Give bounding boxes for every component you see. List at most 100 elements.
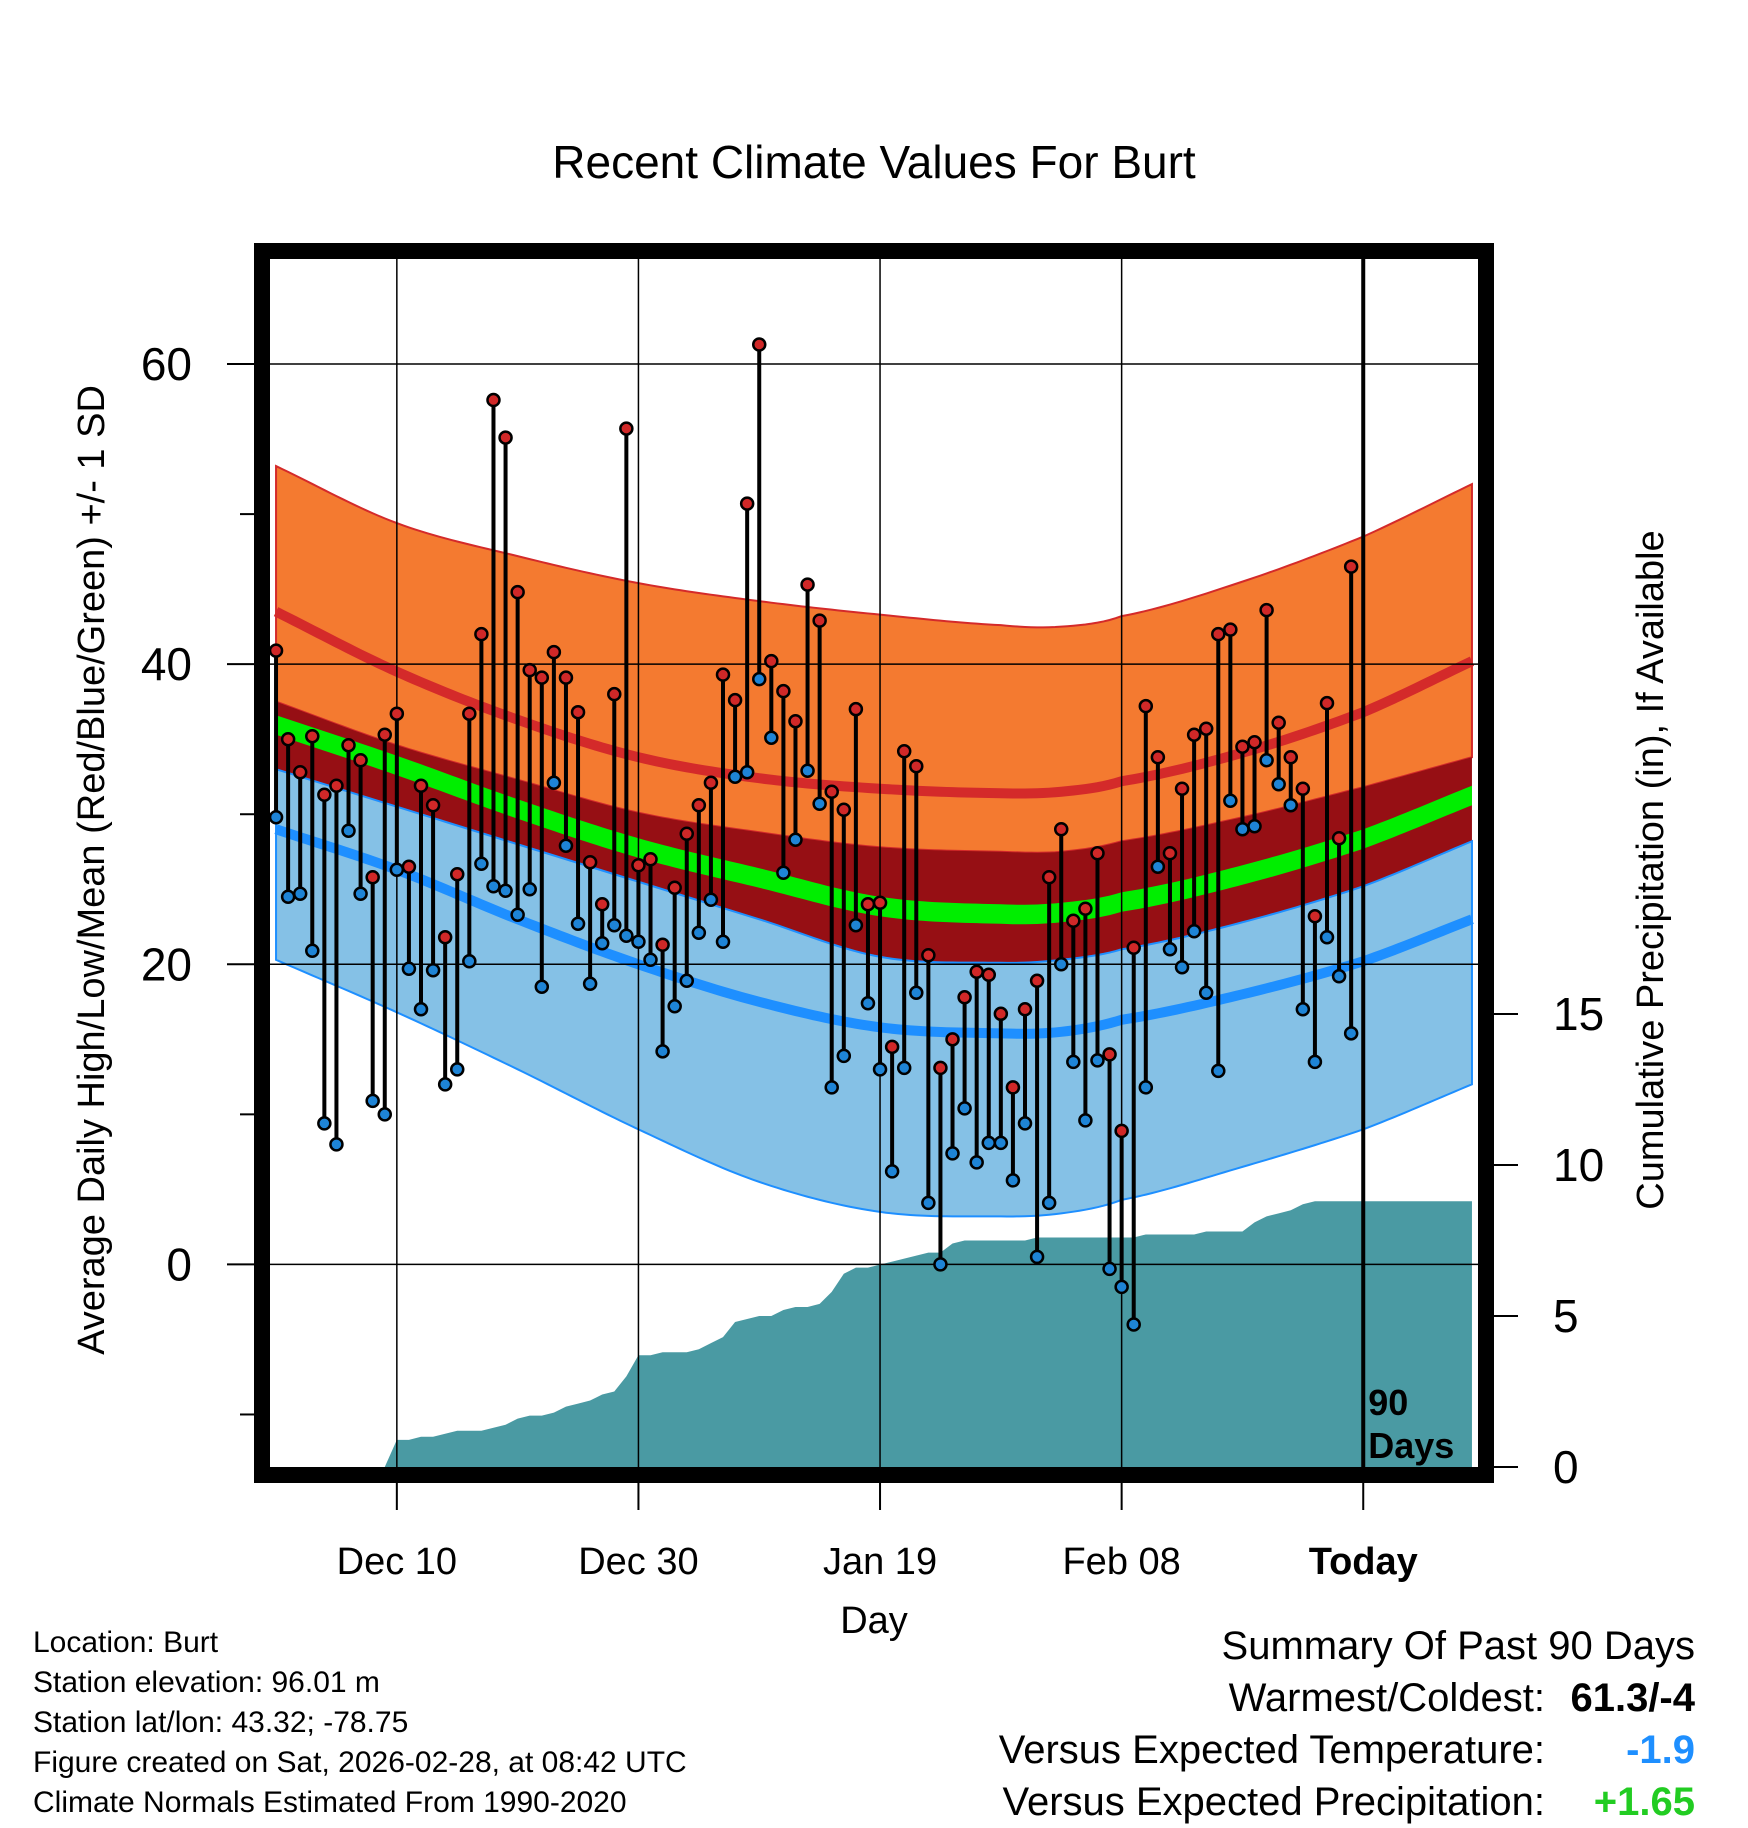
precip-row: Versus Expected Precipitation: +1.65 — [795, 1776, 1695, 1828]
y-tick-label: 40 — [141, 638, 192, 690]
daily-high-point — [292, 764, 308, 780]
daily-high-point — [1186, 727, 1202, 742]
daily-low-point — [691, 925, 707, 941]
summary-panel: Summary Of Past 90 Days Warmest/Coldest:… — [795, 1620, 1695, 1828]
daily-high-point — [474, 626, 489, 642]
daily-low-point — [957, 1101, 972, 1116]
cumulative-precip-area — [276, 1201, 1472, 1467]
daily-high-point — [1102, 1047, 1117, 1062]
y-tick-label: 60 — [141, 338, 192, 390]
today-days-label: Days — [1368, 1425, 1454, 1466]
high-normal-mean-line — [273, 607, 1475, 799]
daily-low-point — [800, 763, 815, 778]
daily-low-point — [969, 1155, 984, 1170]
daily-high-point — [1235, 739, 1250, 754]
daily-low-point — [1090, 1053, 1105, 1068]
daily-high-point — [1029, 973, 1045, 989]
daily-low-point — [679, 973, 695, 989]
daily-high-point — [788, 713, 803, 729]
daily-high-point — [981, 967, 997, 983]
daily-high-point — [1211, 626, 1226, 642]
daily-high-point — [546, 644, 562, 660]
daily-high-point — [1162, 845, 1178, 861]
daily-low-point — [594, 936, 610, 951]
daily-high-point — [848, 701, 864, 717]
daily-low-point — [812, 796, 827, 811]
daily-low-point — [546, 775, 562, 790]
daily-low-point — [449, 1062, 465, 1077]
daily-low-point — [462, 954, 477, 969]
y-axis-label: Average Daily High/Low/Mean (Red/Blue/Gr… — [71, 385, 113, 1355]
temp-label: Versus Expected Temperature: — [998, 1728, 1545, 1772]
daily-low-point — [582, 976, 598, 992]
daily-high-point — [739, 496, 755, 511]
daily-high-point — [268, 643, 284, 658]
daily-low-point — [1331, 969, 1347, 984]
plot-frame — [254, 243, 1494, 1483]
x-tick-label: Dec 10 — [337, 1541, 457, 1583]
daily-high-point — [594, 897, 610, 912]
daily-high-point — [1114, 1123, 1129, 1139]
daily-high-point — [800, 577, 815, 592]
daily-high-point — [751, 337, 767, 352]
y2-tick-label: 15 — [1553, 988, 1604, 1040]
daily-high-point — [558, 670, 574, 685]
daily-low-point — [268, 809, 284, 825]
summary-title-row: Summary Of Past 90 Days — [795, 1620, 1695, 1672]
daily-high-point — [1138, 698, 1154, 714]
daily-high-point — [679, 826, 695, 841]
daily-low-point — [570, 916, 586, 932]
daily-high-point — [1223, 622, 1238, 637]
warmest-coldest-value: 61.3/-4 — [1570, 1676, 1695, 1720]
daily-high-point — [921, 948, 936, 963]
daily-high-point — [1053, 821, 1069, 837]
today-days-number: 90 — [1368, 1382, 1408, 1423]
x-axis-label: Day — [840, 1600, 908, 1642]
daily-low-point — [1017, 1116, 1033, 1131]
daily-high-point — [305, 728, 320, 744]
y-tick-label: 0 — [166, 1238, 192, 1290]
x-tick-label: Feb 08 — [1062, 1541, 1180, 1583]
daily-low-point — [643, 952, 658, 968]
daily-high-point — [1259, 602, 1274, 618]
y2-tick-label: 0 — [1553, 1441, 1579, 1493]
summary-title: Summary Of Past 90 Days — [1221, 1624, 1695, 1668]
daily-low-point — [703, 892, 719, 908]
daily-high-point — [1343, 559, 1359, 574]
daily-high-point — [812, 613, 827, 628]
daily-low-point — [1198, 985, 1214, 1001]
normals-line: Climate Normals Estimated From 1990-2020 — [33, 1786, 627, 1819]
daily-low-point — [341, 823, 356, 838]
daily-low-point — [1283, 797, 1299, 813]
latlon-line: Station lat/lon: 43.32; -78.75 — [33, 1706, 409, 1739]
temp-row: Versus Expected Temperature: -1.9 — [795, 1724, 1695, 1776]
daily-low-point — [776, 865, 791, 881]
daily-high-point — [1283, 749, 1299, 765]
daily-high-point — [486, 392, 501, 408]
daily-low-point — [1211, 1063, 1226, 1079]
daily-high-point — [715, 667, 731, 682]
daily-high-point — [449, 867, 465, 882]
daily-low-point — [534, 979, 550, 995]
daily-low-point — [981, 1135, 997, 1151]
daily-low-point — [667, 999, 682, 1014]
daily-high-point — [727, 692, 743, 708]
daily-high-point — [1271, 715, 1286, 730]
daily-high-point — [1150, 749, 1166, 765]
y-tick-label: 20 — [141, 938, 192, 990]
low-normal-mean-line — [274, 824, 1474, 1039]
daily-high-point — [1005, 1080, 1021, 1095]
daily-high-point — [1295, 781, 1311, 796]
daily-low-point — [498, 883, 513, 899]
daily-low-point — [353, 886, 368, 902]
daily-low-point — [884, 1164, 900, 1179]
temp-value: -1.9 — [1626, 1728, 1695, 1772]
daily-low-point — [292, 886, 308, 902]
daily-low-point — [1029, 1249, 1045, 1265]
daily-high-point — [353, 752, 368, 768]
daily-low-point — [329, 1137, 344, 1152]
daily-high-point — [1247, 734, 1262, 750]
daily-high-point — [1017, 1002, 1033, 1017]
daily-high-point — [667, 880, 682, 896]
